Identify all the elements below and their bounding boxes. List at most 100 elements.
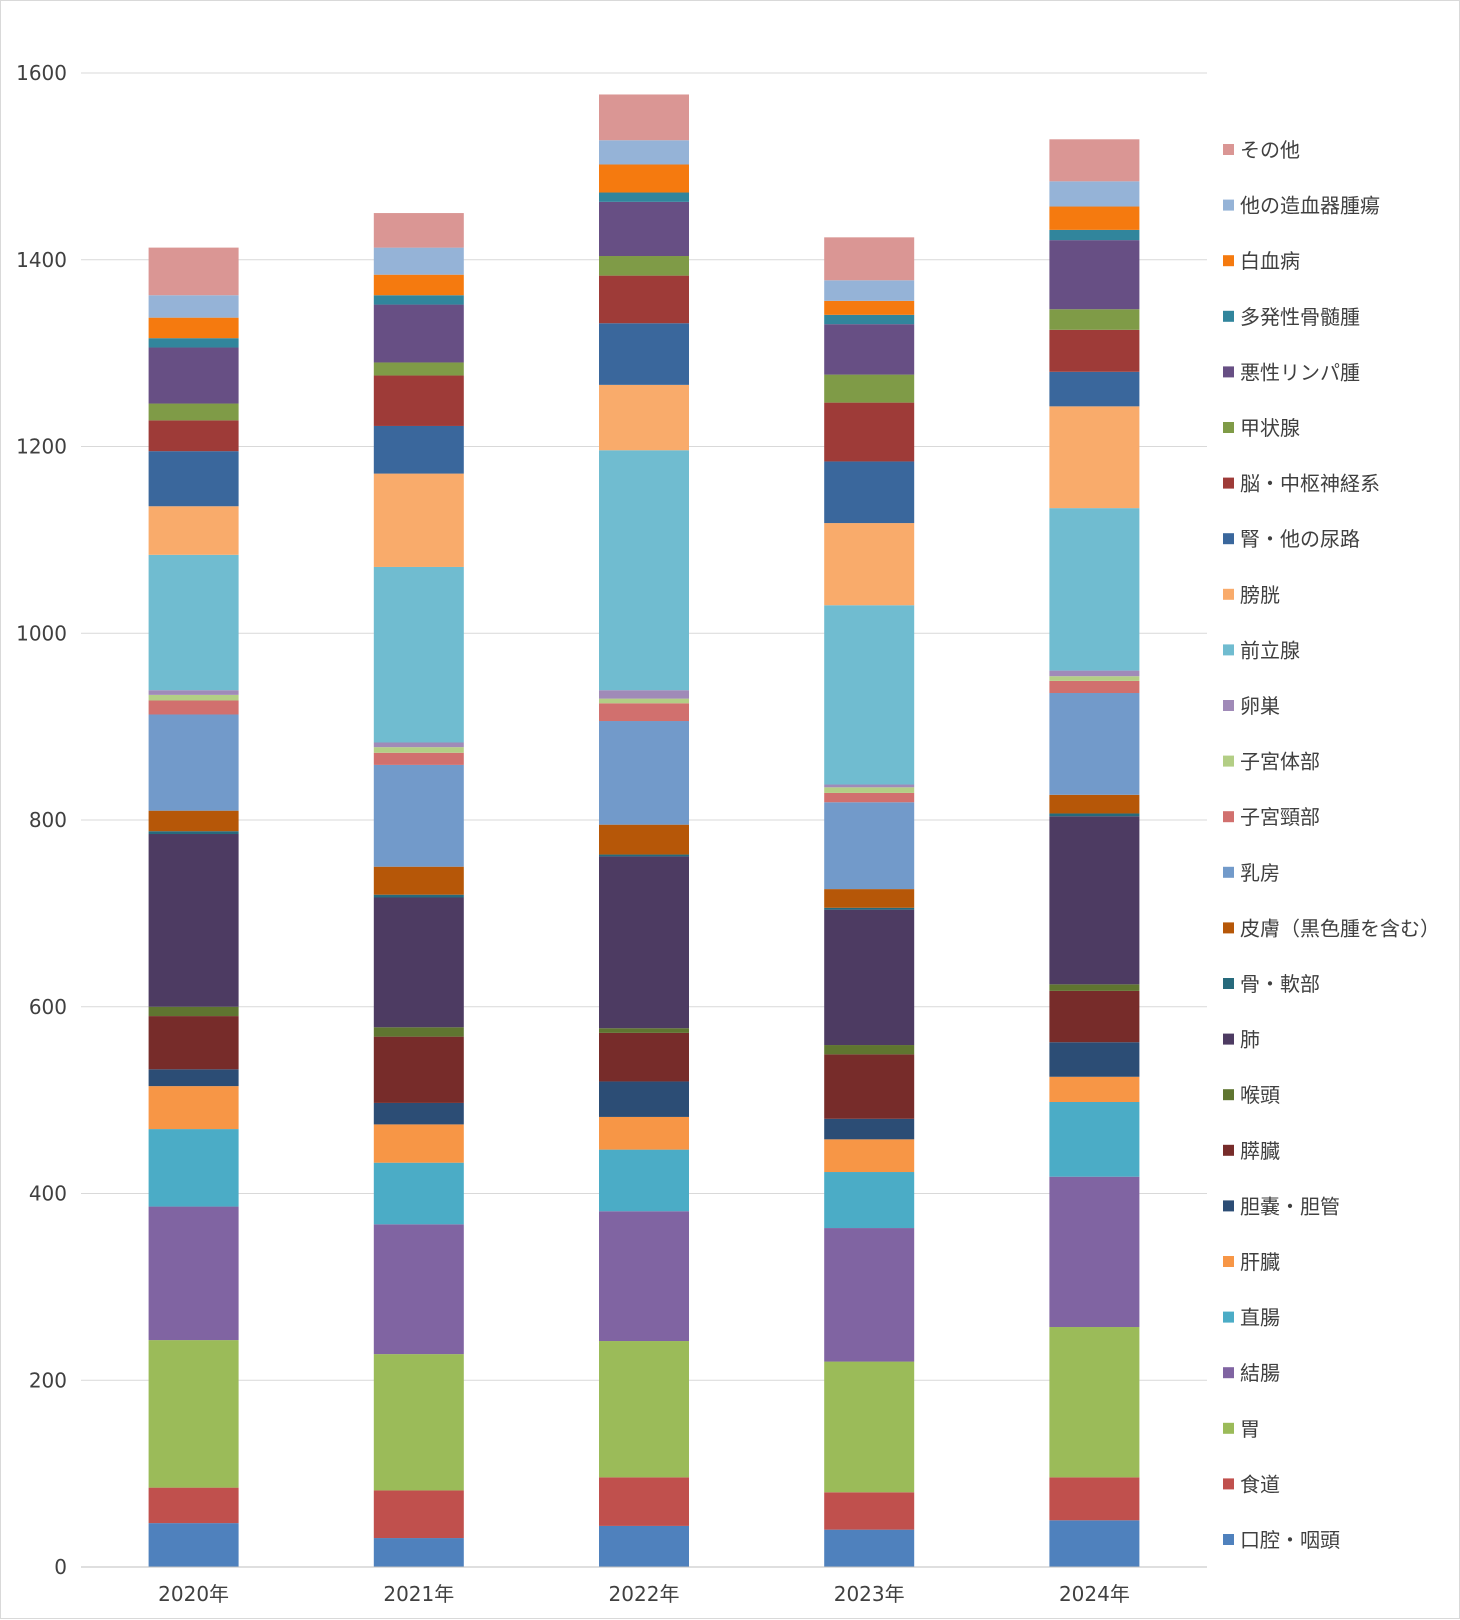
bar-segment (148, 714, 239, 811)
x-tick-label: 2022年 (609, 1582, 680, 1606)
bar-segment (373, 295, 464, 305)
bar-segment (148, 834, 239, 1007)
bar-segment (148, 420, 239, 452)
bar-segment (1049, 406, 1140, 509)
bar-segment (1049, 329, 1140, 372)
legend-swatch (1223, 700, 1234, 711)
bar-segment (824, 461, 915, 524)
bar-segment (824, 374, 915, 403)
y-tick-label: 1000 (16, 621, 67, 645)
bar-segment (1049, 816, 1140, 985)
legend-label: 他の造血器腫瘍 (1240, 194, 1380, 218)
bar-segment (148, 403, 239, 421)
bar-segment (824, 889, 915, 908)
x-tick-label: 2024年 (1059, 1582, 1130, 1606)
bar-segment (824, 1492, 915, 1530)
bar-segment (373, 897, 464, 1028)
bar-segment (824, 1361, 915, 1493)
bar-segment (824, 792, 915, 803)
legend-label: 前立腺 (1240, 638, 1300, 662)
bar-segment (599, 140, 689, 165)
bar-segment (599, 703, 689, 722)
bar-segment (148, 295, 239, 318)
x-tick-label: 2021年 (383, 1582, 454, 1606)
bar-segment (599, 94, 689, 141)
legend-swatch (1223, 1144, 1234, 1156)
bar-segment (1049, 1176, 1140, 1328)
legend-label: 胆嚢・胆管 (1240, 1194, 1340, 1218)
x-tick-label: 2023年 (834, 1582, 905, 1606)
x-tick-label: 2020年 (158, 1582, 229, 1606)
bar-segment (373, 1036, 464, 1103)
bar-segment (599, 192, 689, 202)
bar-segment (599, 824, 689, 855)
bar-segment (599, 1211, 689, 1342)
bar-segment (148, 506, 239, 555)
y-tick-label: 1600 (16, 61, 67, 85)
legend-swatch (1223, 1256, 1234, 1267)
bar-segment (148, 1129, 239, 1207)
legend-swatch (1223, 1478, 1234, 1490)
bar-segment (1049, 676, 1140, 681)
bar-segment (373, 747, 464, 753)
bar-segment (1049, 1327, 1140, 1478)
legend-swatch (1223, 811, 1234, 823)
bar-segment (599, 690, 689, 699)
legend-swatch (1223, 1311, 1234, 1323)
bar-segment (373, 247, 464, 275)
bar-segment (148, 1086, 239, 1130)
legend-swatch (1223, 644, 1234, 656)
legend-label: 膀胱 (1240, 583, 1280, 607)
bar-segment (148, 247, 239, 296)
legend-swatch (1223, 1033, 1234, 1045)
bar-segment (599, 856, 689, 1029)
bar-segment (148, 347, 239, 404)
bar-segment (373, 1027, 464, 1037)
bar-segment (148, 694, 239, 701)
bar-segment (824, 523, 915, 606)
bar-segment (824, 605, 915, 785)
bar-segment (599, 384, 689, 451)
bar-segment (148, 810, 239, 832)
bar-segment (1049, 990, 1140, 1043)
bar-segment (599, 275, 689, 324)
bar-segment (824, 784, 915, 788)
bar-segment (148, 1016, 239, 1070)
bar-segment (824, 314, 915, 325)
y-tick-label: 200 (29, 1368, 67, 1392)
bar-segment (373, 866, 464, 895)
legend-swatch (1223, 1089, 1234, 1101)
bar-segment (824, 802, 915, 890)
bar-segment (1049, 813, 1140, 817)
legend-label: 肝臓 (1240, 1250, 1280, 1274)
y-tick-label: 1400 (16, 248, 67, 272)
bar-segment (1049, 181, 1140, 207)
legend-label: 腎・他の尿路 (1240, 527, 1360, 551)
legend-label: 皮膚（黒色腫を含む） (1240, 916, 1440, 940)
legend-label: 口腔・咽頭 (1240, 1528, 1340, 1552)
legend-label: 肺 (1240, 1028, 1260, 1052)
bar-segment (373, 752, 464, 765)
bar-segment (148, 1206, 239, 1341)
legend-label: 子宮頸部 (1240, 805, 1320, 829)
bar-segment (148, 690, 239, 695)
bar-segment (148, 1487, 239, 1524)
bar-segment (824, 1139, 915, 1173)
bar-segment (599, 1525, 689, 1567)
legend-label: 直腸 (1240, 1306, 1280, 1330)
bar-segment (373, 1354, 464, 1491)
bar-segment (824, 237, 915, 281)
bar-segment (824, 1172, 915, 1229)
bar-segment (599, 1116, 689, 1150)
legend-label: 結腸 (1240, 1361, 1280, 1385)
bar-segment (824, 787, 915, 793)
legend-label: 食道 (1240, 1472, 1280, 1496)
bar-segment (599, 256, 689, 276)
bar-segment (1049, 680, 1140, 694)
bar-segment (373, 1538, 464, 1567)
bar-segment (1049, 1477, 1140, 1521)
bar-segment (373, 764, 464, 867)
y-tick-label: 1200 (16, 435, 67, 459)
bar-segment (1049, 229, 1140, 241)
